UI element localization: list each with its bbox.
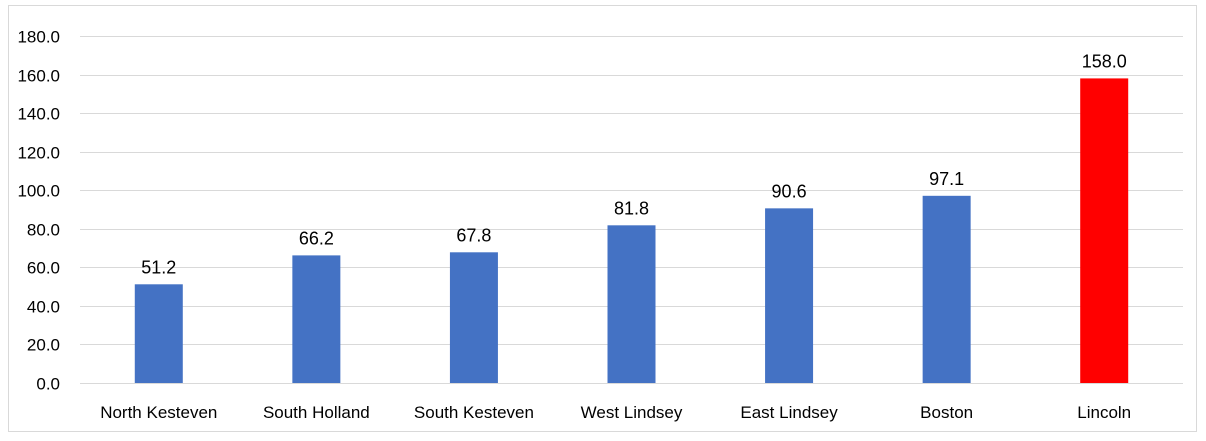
y-tick-label: 120.0 [17,144,60,163]
x-axis-tick-labels: North Kesteven South Holland South Kesteve… [100,403,1131,422]
data-labels: 51.2 66.2 67.8 81.8 90.6 97.1 158.0 [141,51,1126,277]
data-label: 97.1 [929,169,964,189]
y-tick-label: 60.0 [27,259,60,278]
y-tick-label: 160.0 [17,67,60,86]
x-tick-label: South Holland [263,403,370,422]
bar [765,208,814,383]
bar [1080,78,1129,384]
bar [134,284,183,383]
x-tick-label: East Lindsey [740,403,838,422]
data-label: 67.8 [456,225,491,245]
x-tick-label: Boston [920,403,973,422]
y-tick-label: 100.0 [17,182,60,201]
data-label: 158.0 [1082,51,1127,71]
y-tick-label: 20.0 [27,336,60,355]
y-tick-label: 40.0 [27,298,60,317]
x-tick-label: Lincoln [1077,403,1131,422]
chart-frame [8,5,1197,432]
bar [449,252,498,383]
x-tick-label: North Kesteven [100,403,217,422]
y-tick-label: 80.0 [27,221,60,240]
y-tick-label: 180.0 [17,28,60,47]
data-label: 51.2 [141,257,176,277]
data-label: 66.2 [299,228,334,248]
data-label: 81.8 [614,198,649,218]
gridlines [80,36,1183,384]
y-tick-label: 140.0 [17,105,60,124]
bar [607,225,656,383]
bars [134,78,1129,384]
y-axis-tick-labels: 0.0 20.0 40.0 60.0 80.0 100.0 120.0 140.0 160.0 1… [17,28,60,394]
bar [292,255,341,383]
bar [922,195,971,383]
data-label: 90.6 [772,181,807,201]
y-tick-label: 0.0 [36,375,60,394]
x-tick-label: West Lindsey [581,403,683,422]
x-tick-label: South Kesteven [414,403,534,422]
